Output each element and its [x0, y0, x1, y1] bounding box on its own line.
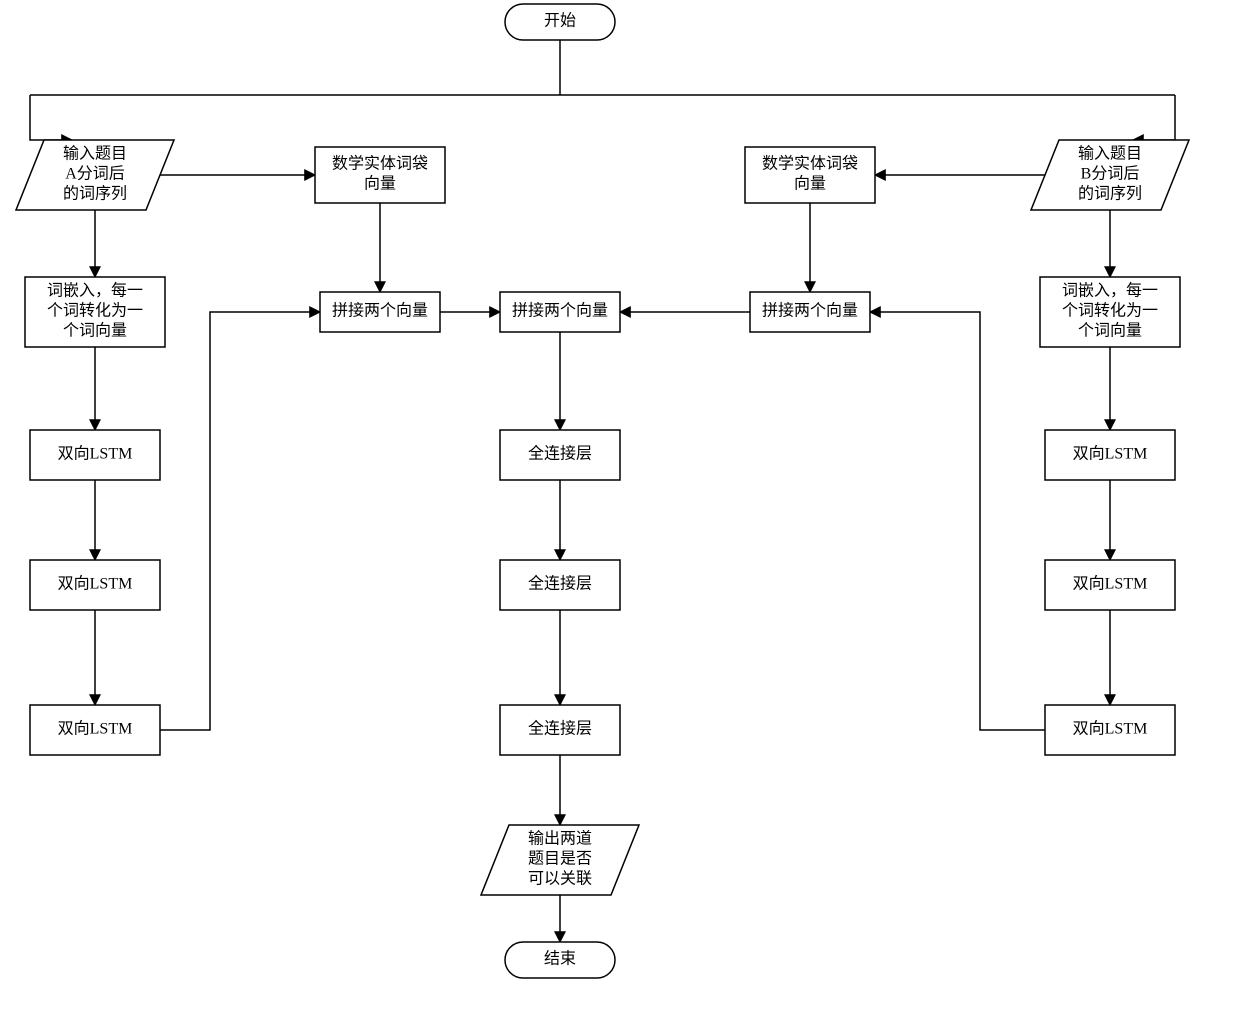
- edge: [30, 95, 72, 140]
- node-label: 拼接两个向量: [762, 302, 858, 320]
- node-label: 双向LSTM: [1073, 445, 1148, 463]
- node-label: 个词向量: [63, 322, 127, 340]
- node-label: 数学实体词袋: [762, 155, 858, 173]
- node-label: 输出两道: [528, 830, 592, 848]
- node-label: 词嵌入，每一: [1062, 282, 1158, 300]
- edge: [1133, 95, 1175, 140]
- node-label: 结束: [544, 950, 576, 968]
- nodes: 开始输入题目A分词后的词序列数学实体词袋向量数学实体词袋向量输入题目B分词后的词…: [16, 4, 1189, 978]
- node-inB: 输入题目 B分词后的词序列: [1031, 140, 1189, 210]
- edge: [870, 312, 1045, 730]
- node-lstmA2: 双向LSTM: [30, 560, 160, 610]
- node-label: 拼接两个向量: [332, 302, 428, 320]
- node-label: 题目是否: [528, 851, 592, 868]
- node-label: 全连接层: [528, 720, 592, 738]
- flowchart-container: 开始输入题目A分词后的词序列数学实体词袋向量数学实体词袋向量输入题目B分词后的词…: [0, 0, 1240, 1036]
- node-label: B分词后: [1081, 165, 1140, 183]
- node-label: 拼接两个向量: [512, 302, 608, 320]
- node-label: 个词向量: [1078, 322, 1142, 340]
- node-label: 双向LSTM: [1073, 720, 1148, 738]
- node-concatB: 拼接两个向量: [750, 292, 870, 332]
- node-lstmA1: 双向LSTM: [30, 430, 160, 480]
- node-label: 可以关联: [528, 870, 592, 888]
- node-concatC: 拼接两个向量: [500, 292, 620, 332]
- node-label: 开始: [544, 12, 576, 30]
- node-label: 全连接层: [528, 445, 592, 463]
- node-fc1: 全连接层: [500, 430, 620, 480]
- node-embB: 词嵌入，每一个词转化为一个词向量: [1040, 277, 1180, 347]
- node-lstmB2: 双向LSTM: [1045, 560, 1175, 610]
- node-label: 双向LSTM: [58, 445, 133, 463]
- node-start: 开始: [505, 4, 615, 40]
- node-out: 输出两道题目是否可以关联: [481, 825, 639, 895]
- node-end: 结束: [505, 942, 615, 978]
- edge: [160, 312, 320, 730]
- edges: [30, 40, 1175, 942]
- node-label: 向量: [794, 175, 826, 193]
- node-label: 输入题目: [63, 145, 127, 163]
- node-label: 双向LSTM: [58, 720, 133, 738]
- node-label: 双向LSTM: [58, 575, 133, 593]
- node-lstmB3: 双向LSTM: [1045, 705, 1175, 755]
- flowchart-svg: 开始输入题目A分词后的词序列数学实体词袋向量数学实体词袋向量输入题目B分词后的词…: [0, 0, 1240, 1036]
- node-label: 的词序列: [1078, 185, 1142, 203]
- node-embA: 词嵌入，每一个词转化为一个词向量: [25, 277, 165, 347]
- node-label: A分词后: [65, 165, 125, 183]
- node-inA: 输入题目 A分词后的词序列: [16, 140, 174, 210]
- node-label: 输入题目: [1078, 145, 1142, 163]
- node-lstmA3: 双向LSTM: [30, 705, 160, 755]
- node-label: 的词序列: [63, 185, 127, 203]
- node-label: 词嵌入，每一: [47, 282, 143, 300]
- node-bagA: 数学实体词袋向量: [315, 147, 445, 203]
- node-label: 数学实体词袋: [332, 155, 428, 173]
- node-concatA: 拼接两个向量: [320, 292, 440, 332]
- node-label: 双向LSTM: [1073, 575, 1148, 593]
- node-label: 向量: [364, 175, 396, 193]
- node-fc2: 全连接层: [500, 560, 620, 610]
- node-lstmB1: 双向LSTM: [1045, 430, 1175, 480]
- node-fc3: 全连接层: [500, 705, 620, 755]
- node-label: 个词转化为一: [47, 302, 143, 320]
- node-label: 个词转化为一: [1062, 302, 1158, 320]
- node-label: 全连接层: [528, 575, 592, 593]
- node-bagB: 数学实体词袋向量: [745, 147, 875, 203]
